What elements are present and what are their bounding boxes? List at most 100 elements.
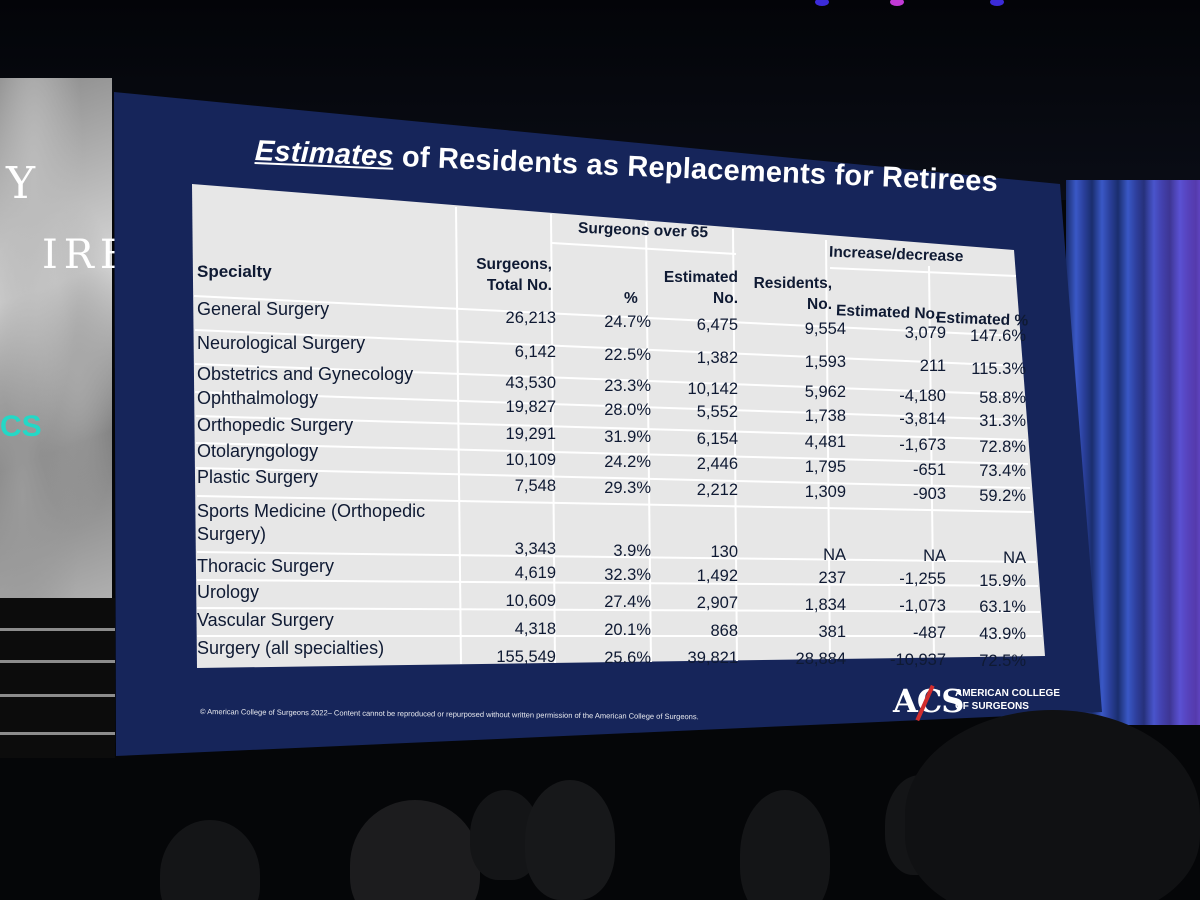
cell-total: 6,142 [514,343,556,361]
col-divider [645,221,652,663]
cell-change-no: 3,079 [904,323,946,342]
cell-change-no: -1,673 [899,435,946,454]
header-pct: % [624,290,638,307]
cell-est: 2,446 [696,455,738,474]
cell-total: 4,619 [514,564,556,582]
header-total: Surgeons, Total No. [474,255,552,297]
cell-change-no: -487 [912,624,946,643]
cell-total: 19,291 [505,425,556,443]
cell-est: 1,382 [696,349,738,368]
cell-total: 7,548 [514,477,556,495]
cell-change-pct: 72.5% [979,651,1026,670]
cell-residents: 9,554 [804,320,846,339]
row-divider [195,467,1031,489]
header-specialty: Specialty [197,262,272,281]
cell-residents: 1,593 [804,353,846,372]
cell-est: 6,475 [696,315,738,334]
cell-residents: 1,795 [804,458,846,477]
cell-residents: 4,481 [804,432,846,451]
cell-residents: 28,884 [795,650,846,669]
cell-est: 5,552 [696,403,738,422]
cell-residents: 1,738 [804,406,846,425]
cell-pct: 23.3% [604,377,651,396]
table-grid [193,206,1042,665]
col-divider [825,239,831,661]
cell-change-no: -1,255 [899,570,946,589]
table-panel [192,184,1045,668]
header-divider [829,267,1017,277]
cell-change-pct: 58.8% [979,389,1026,408]
header-residents-text: Residents, No. [753,275,832,313]
cell-change-pct: 63.1% [979,598,1026,617]
cell-residents: 237 [818,568,846,587]
cell-est: 39,821 [687,649,738,668]
cell-total: 26,213 [505,309,556,327]
cell-specialty: Vascular Surgery [197,610,334,630]
header-est-no: Estimated No. [835,302,940,323]
row-divider [193,295,1019,337]
cell-pct: 20.1% [604,621,651,640]
cell-change-pct: 43.9% [979,625,1026,644]
step-edge [0,660,115,663]
cell-pct: 25.6% [604,648,651,667]
cell-change-no: -651 [912,460,946,479]
side-screen-letters-top: Y [6,158,36,209]
cell-change-no: -3,814 [899,409,946,428]
cell-residents: 5,962 [804,383,846,402]
side-screen-teal-text: CS [0,410,42,443]
header-est: Estimated No. [660,268,738,310]
cell-est: 2,212 [696,480,738,499]
cell-est: 130 [710,543,738,562]
cell-change-pct: 59.2% [979,487,1026,506]
cell-specialty: Urology [197,582,260,602]
row-divider [195,415,1027,441]
row-divider [194,329,1021,367]
cell-pct: 3.9% [613,541,651,560]
cell-change-pct: 147.6% [970,326,1026,345]
cell-change-pct: 115.3% [971,359,1026,378]
header-divider [551,242,737,255]
cell-residents: NA [823,545,846,564]
cell-total: 10,109 [505,451,556,469]
cell-specialty: Sports Medicine (Orthopedic Surgery) [197,501,426,545]
cell-specialty: Otolaryngology [197,441,319,461]
audience-head [160,820,260,900]
audience-head [740,790,830,900]
step-edge [0,732,115,735]
cell-specialty: General Surgery [197,299,330,319]
cell-est: 868 [710,621,738,640]
cell-change-pct: 15.9% [979,571,1026,590]
cell-specialty: Neurological Surgery [197,333,366,353]
ceiling-light [990,0,1004,6]
acs-logo: ACS AMERICAN COLLEGE OF SURGEONS [893,682,1060,722]
cell-residents: 381 [818,623,846,642]
row-divider [194,391,1025,421]
audience-head [350,800,480,900]
cell-est: 10,142 [687,379,738,398]
cell-change-pct: 72.8% [979,437,1026,456]
cell-specialty: Thoracic Surgery [197,556,335,576]
audience-head [905,710,1200,900]
cell-est: 6,154 [696,429,738,448]
header-residents: Residents, No. [752,274,832,316]
curtain-glow [1130,180,1200,725]
col-divider [550,213,556,664]
cell-total: 155,549 [496,648,556,666]
cell-specialty: Orthopedic Surgery [197,415,354,435]
cell-total: 19,827 [505,398,556,416]
row-divider [196,607,1041,613]
cell-pct: 29.3% [604,479,651,498]
cell-pct: 32.3% [604,565,651,584]
cell-change-no: -4,180 [899,386,946,405]
cell-change-pct: 31.3% [979,412,1026,431]
row-divider [196,551,1037,563]
logo-text: AMERICAN COLLEGE OF SURGEONS [955,688,1060,712]
cell-residents: 1,309 [804,483,846,502]
header-total-text: Surgeons, Total No. [476,256,552,294]
cell-pct: 27.4% [604,593,651,612]
cell-specialty: Surgery (all specialties) [197,638,385,658]
stage-steps [0,598,115,758]
cell-est: 1,492 [696,566,738,585]
header-est-text: Estimated No. [663,269,738,307]
